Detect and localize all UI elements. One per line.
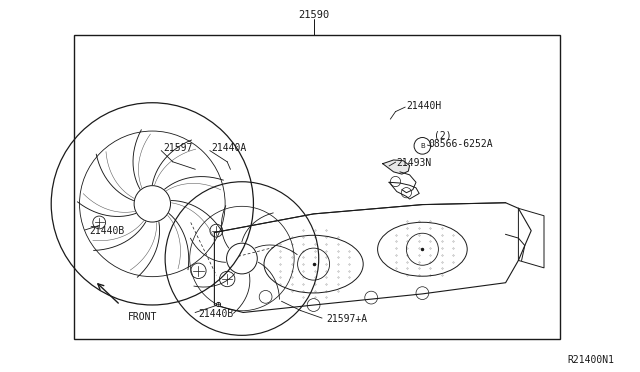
Text: 21590: 21590 (298, 10, 329, 20)
Text: FRONT: FRONT (128, 312, 157, 322)
Text: 21440B: 21440B (90, 226, 125, 235)
Text: R21400N1: R21400N1 (568, 355, 614, 365)
Polygon shape (383, 160, 410, 174)
Text: 08566-6252A: 08566-6252A (429, 140, 493, 149)
Text: 21597: 21597 (163, 143, 193, 153)
Text: (2): (2) (434, 131, 452, 141)
Text: B: B (420, 143, 425, 149)
Text: 21597+A: 21597+A (326, 314, 367, 324)
Text: 21440A: 21440A (211, 143, 246, 153)
Text: 21440B: 21440B (198, 310, 234, 319)
Text: 21493N: 21493N (397, 158, 432, 168)
Bar (74, 35, 560, 339)
Text: 21440H: 21440H (406, 101, 442, 111)
